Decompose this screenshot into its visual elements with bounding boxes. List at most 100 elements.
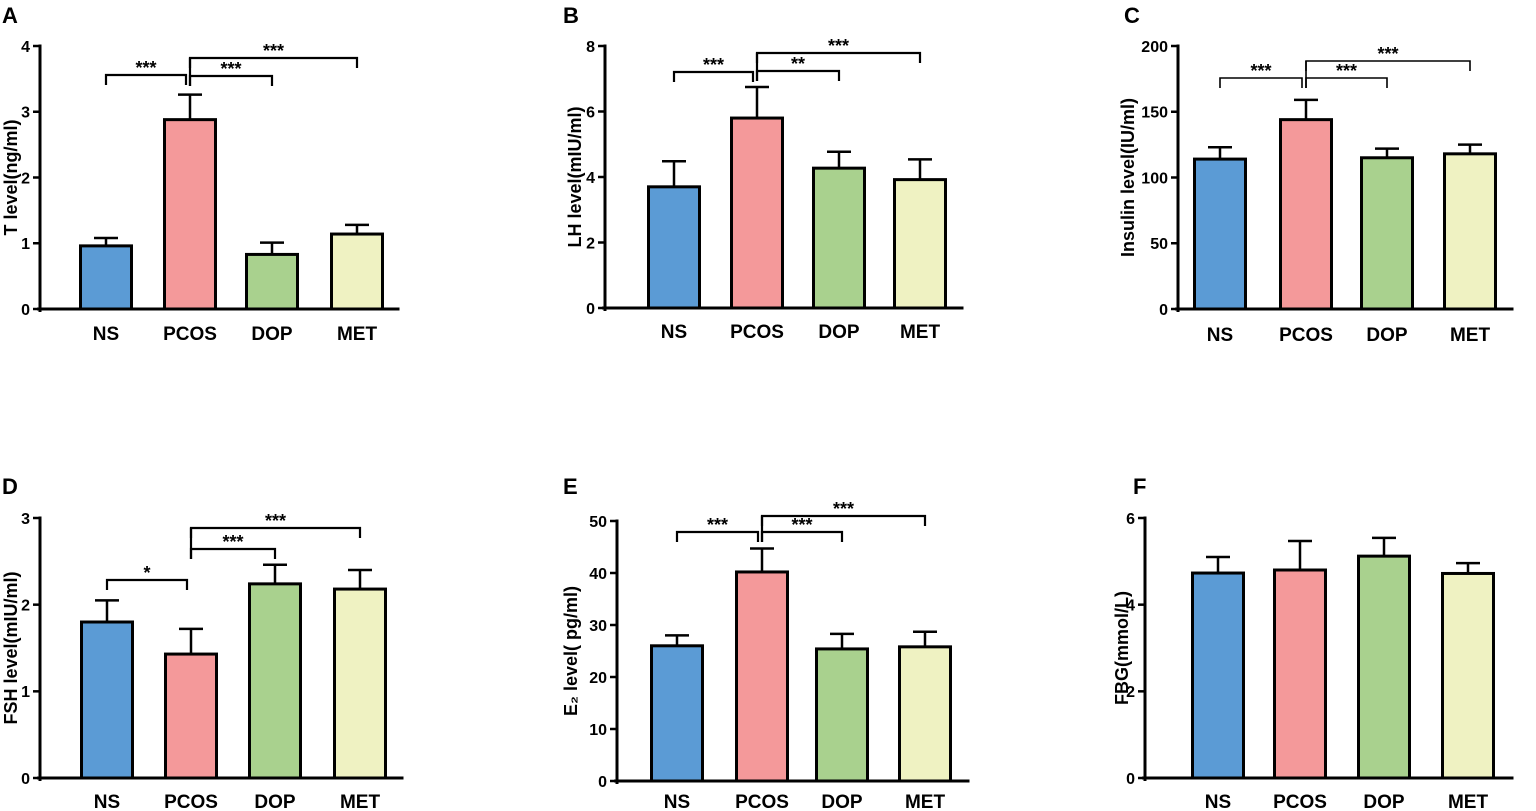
x-tick-label-pcos: PCOS (730, 322, 784, 343)
error-bar-dop (827, 150, 851, 169)
y-axis-label: LH level(mIU/ml) (565, 106, 585, 247)
significance-bracket: *** (189, 532, 277, 559)
bracket-line (1219, 77, 1303, 88)
y-tick-label: 100 (1141, 170, 1168, 187)
significance-label: *** (135, 58, 156, 78)
x-tick-label-ns: NS (1207, 325, 1233, 346)
y-tick-label: 4 (1126, 597, 1135, 614)
bar-dop (812, 166, 866, 310)
x-tick-label-met: MET (905, 792, 946, 811)
bar-ns (1193, 157, 1247, 311)
significance-bracket: *** (760, 515, 844, 542)
y-tick-label: 0 (21, 302, 30, 319)
x-tick-label-ns: NS (93, 324, 119, 345)
x-tick-label-dop: DOP (821, 792, 863, 811)
bracket-line (104, 73, 188, 85)
y-tick-label: 40 (589, 566, 607, 583)
significance-label: *** (828, 36, 849, 56)
x-tick-label-dop: DOP (818, 322, 860, 343)
y-axis-label: T level(ng/ml) (1, 119, 21, 235)
significance-label: *** (263, 41, 284, 61)
y-axis-label: E₂ level( pg/ml) (561, 586, 581, 716)
error-bar-pcos (745, 85, 769, 119)
panel-letter: E (563, 474, 578, 499)
error-bar-pcos (178, 93, 202, 120)
bar-met (1441, 571, 1495, 780)
significance-bracket: *** (1219, 61, 1303, 88)
x-tick-label-met: MET (1448, 792, 1489, 811)
bar-met (333, 587, 387, 780)
significance-label: * (143, 563, 150, 583)
panel-a: A T level(ng/ml) 0 1 2 3 4 NS PCOS DOP MET *** *** **… (1, 3, 400, 345)
error-bar-dop (1372, 536, 1396, 557)
y-tick-label: 0 (21, 771, 30, 788)
y-tick-label: 3 (21, 511, 30, 528)
y-axis-label: Insulin level(IU/ml) (1118, 98, 1138, 257)
x-tick-label-dop: DOP (251, 324, 293, 345)
bracket-line (105, 578, 189, 590)
error-bar-pcos (179, 627, 203, 655)
bar-ns (79, 244, 133, 311)
y-tick-label: 20 (589, 670, 607, 687)
error-bar-ns (95, 599, 119, 622)
panel-letter: F (1133, 474, 1146, 499)
significance-bracket: *** (188, 41, 359, 68)
significance-label: *** (791, 515, 812, 535)
error-bar-met (913, 630, 937, 647)
y-tick-label: 2 (21, 597, 30, 614)
bar-dop (815, 647, 869, 783)
x-tick-label-pcos: PCOS (1273, 792, 1327, 811)
error-bar-pcos (1294, 98, 1318, 120)
significance-bracket: *** (104, 58, 188, 85)
significance-label: *** (1336, 61, 1357, 81)
bar-met (898, 645, 952, 783)
x-tick-label-dop: DOP (1363, 792, 1405, 811)
error-bar-met (908, 158, 932, 180)
significance-bracket: *** (1305, 61, 1388, 88)
error-bar-ns (1206, 555, 1230, 574)
y-tick-label: 0 (598, 774, 607, 791)
bar-pcos (1273, 568, 1327, 780)
x-tick-label-pcos: PCOS (163, 324, 217, 345)
bar-pcos (164, 652, 218, 780)
bar-met (330, 232, 384, 311)
y-tick-label: 10 (589, 722, 607, 739)
error-bar-pcos (1288, 539, 1312, 570)
error-bar-met (345, 223, 369, 235)
significance-label: *** (833, 499, 854, 519)
panel-letter: A (2, 3, 18, 28)
significance-bracket: *** (672, 55, 755, 82)
y-tick-label: 200 (1141, 39, 1168, 56)
panel-letter: C (1124, 3, 1140, 28)
y-tick-label: 1 (21, 684, 30, 701)
y-axis-label: FBG(mmol/L) (1112, 591, 1132, 705)
x-tick-label-pcos: PCOS (1279, 325, 1333, 346)
error-bar-ns (665, 634, 689, 646)
significance-label: *** (707, 515, 728, 535)
error-bar-met (1458, 143, 1482, 154)
bar-pcos (735, 570, 789, 783)
bar-dop (1357, 554, 1411, 780)
x-tick-label-met: MET (900, 322, 941, 343)
y-tick-label: 6 (1126, 511, 1135, 528)
significance-bracket: ** (755, 54, 841, 81)
significance-label: *** (1377, 44, 1398, 64)
significance-label: *** (265, 511, 286, 531)
panel-c: C Insulin level(IU/ml) 0 50 100 150 200 NS PCOS D… (1118, 3, 1514, 346)
y-tick-label: 4 (586, 170, 595, 187)
error-bar-dop (260, 241, 284, 255)
panel-f: F FBG(mmol/L) 0 2 4 6 NS PCOS DOP MET (1112, 474, 1514, 811)
y-tick-label: 0 (1126, 771, 1135, 788)
significance-bracket: *** (675, 515, 760, 542)
bracket-line (675, 530, 760, 542)
y-tick-label: 4 (21, 39, 30, 56)
significance-label: *** (222, 532, 243, 552)
bar-ns (1191, 571, 1245, 780)
x-tick-label-ns: NS (664, 792, 690, 811)
error-bar-ns (662, 160, 686, 187)
x-tick-label-met: MET (337, 324, 378, 345)
y-tick-label: 0 (1159, 302, 1168, 319)
error-bar-met (1456, 561, 1480, 574)
bar-pcos (1279, 118, 1333, 311)
